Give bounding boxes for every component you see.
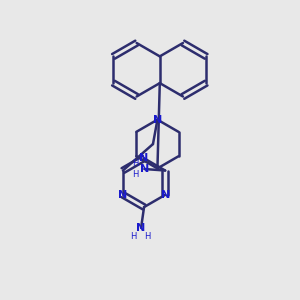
Text: N: N bbox=[140, 153, 149, 163]
Text: N: N bbox=[136, 223, 146, 233]
Text: H: H bbox=[132, 159, 138, 168]
Text: N: N bbox=[153, 115, 162, 125]
Text: N: N bbox=[160, 190, 170, 200]
Text: H: H bbox=[132, 170, 138, 179]
Text: H: H bbox=[144, 232, 150, 241]
Text: N: N bbox=[140, 164, 149, 174]
Text: H: H bbox=[130, 232, 137, 241]
Text: N: N bbox=[118, 190, 128, 200]
